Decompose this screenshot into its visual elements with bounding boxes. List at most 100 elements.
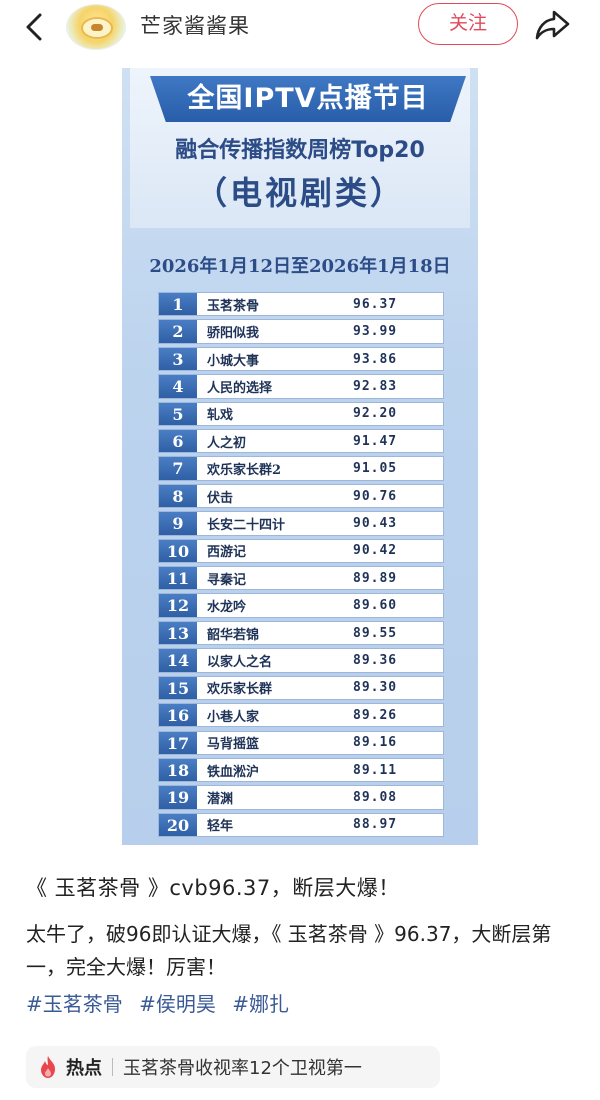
rank-number: 1 xyxy=(159,293,197,316)
rank-row: 16 小巷人家 89.26 xyxy=(158,703,444,728)
rank-score: 92.20 xyxy=(353,406,398,422)
rank-score: 89.26 xyxy=(353,707,398,723)
rank-row: 20 轻年 88.97 xyxy=(158,812,444,838)
back-button[interactable] xyxy=(18,10,52,44)
rank-number: 8 xyxy=(159,484,197,508)
rank-title: 人之初 xyxy=(207,435,247,451)
share-button[interactable] xyxy=(534,8,572,42)
rank-title: 轻年 xyxy=(207,819,234,835)
rank-row: 14 以家人之名 89.36 xyxy=(158,648,444,673)
poster-header-panel: 全国IPTV点播节目 xyxy=(130,68,470,228)
post-body: 太牛了，破96即认证大爆，《 玉茗茶骨 》96.37，大断层第一，完全大爆！厉害… xyxy=(26,922,552,979)
author-name[interactable]: 芒家酱酱果 xyxy=(140,14,250,38)
rank-row: 8 伏击 90.76 xyxy=(158,483,444,509)
rank-number: 6 xyxy=(159,430,197,453)
hot-label: 热点 xyxy=(66,1058,102,1079)
rank-title: 伏击 xyxy=(207,490,234,506)
hashtag-link[interactable]: #玉茗茶骨 xyxy=(26,992,123,1016)
rank-score: 91.47 xyxy=(353,433,398,449)
rank-score: 89.36 xyxy=(353,652,398,668)
rank-title: 轧戏 xyxy=(207,408,234,424)
rank-row: 6 人之初 91.47 xyxy=(158,429,444,454)
rank-number: 16 xyxy=(159,704,197,727)
hashtag-link[interactable]: #娜扎 xyxy=(232,992,290,1016)
rank-score: 89.89 xyxy=(353,570,398,586)
hot-topic-text: 玉茗茶骨收视率12个卫视第一 xyxy=(123,1058,362,1079)
rank-row: 9 长安二十四计 90.43 xyxy=(158,511,444,536)
rank-title: 小巷人家 xyxy=(207,709,260,725)
rank-row: 1 玉茗茶骨 96.37 xyxy=(158,292,444,317)
rank-score: 88.97 xyxy=(353,817,398,833)
poster-banner: 全国IPTV点播节目 xyxy=(150,76,466,122)
rank-number: 18 xyxy=(159,758,197,782)
top-bar: 芒家酱酱果 关注 xyxy=(0,0,600,62)
poster-category: （电视剧类） xyxy=(194,174,405,212)
rank-row: 12 水龙吟 89.60 xyxy=(158,593,444,618)
rank-number: 10 xyxy=(159,539,197,563)
rank-title: 马背摇篮 xyxy=(207,737,260,753)
rank-title: 寻秦记 xyxy=(207,572,247,588)
rank-number: 7 xyxy=(159,457,197,480)
rank-score: 91.05 xyxy=(353,461,398,477)
rank-score: 89.30 xyxy=(353,680,398,696)
rank-number: 5 xyxy=(159,402,197,426)
rank-row: 2 骄阳似我 93.99 xyxy=(158,319,444,344)
follow-button[interactable]: 关注 xyxy=(418,3,518,45)
rank-number: 2 xyxy=(159,320,197,343)
chevron-left-icon xyxy=(26,13,42,41)
rank-title: 玉茗茶骨 xyxy=(207,298,260,314)
share-arrow-icon xyxy=(535,10,570,40)
rank-title: 铁血淞沪 xyxy=(207,764,260,780)
rank-number: 14 xyxy=(159,649,197,672)
rank-title: 骄阳似我 xyxy=(207,326,260,342)
rank-number: 12 xyxy=(159,594,197,617)
hashtag-list: #玉茗茶骨 #侯明昊 #娜扎 xyxy=(26,988,299,1017)
poster-date-range: 2026年1月12日至2026年1月18日 xyxy=(149,256,451,277)
rank-score: 93.86 xyxy=(353,351,398,367)
rank-number: 19 xyxy=(159,786,197,809)
rank-score: 93.99 xyxy=(353,324,398,340)
rank-row: 15 欢乐家长群 89.30 xyxy=(158,675,444,701)
rank-row: 13 韶华若锦 89.55 xyxy=(158,620,444,646)
avatar-logo-dot xyxy=(91,24,103,31)
rank-title: 韶华若锦 xyxy=(207,627,260,643)
rank-number: 17 xyxy=(159,731,197,754)
rank-score: 96.37 xyxy=(353,296,398,312)
separator xyxy=(112,1058,113,1076)
rank-score: 89.55 xyxy=(353,625,398,641)
rank-row: 4 人民的选择 92.83 xyxy=(158,374,444,399)
rank-title: 欢乐家长群2 xyxy=(207,463,282,479)
rank-row: 7 欢乐家长群2 91.05 xyxy=(158,456,444,481)
rank-row: 5 轧戏 92.20 xyxy=(158,401,444,427)
rank-score: 89.16 xyxy=(353,735,398,751)
rank-score: 90.76 xyxy=(353,488,398,504)
rank-score: 92.83 xyxy=(353,378,398,394)
rank-score: 90.42 xyxy=(353,543,398,559)
rank-number: 9 xyxy=(159,512,197,535)
fire-icon xyxy=(41,1056,55,1078)
rank-score: 89.11 xyxy=(353,762,398,778)
avatar[interactable] xyxy=(66,4,126,50)
ranking-poster-image[interactable]: 全国IPTV点播节目 融合传播指数周榜Top20 （电视剧类） 2026年1月1… xyxy=(122,68,478,845)
rank-title: 欢乐家长群 xyxy=(207,682,273,698)
rank-number: 3 xyxy=(159,347,197,371)
rank-row: 18 铁血淞沪 89.11 xyxy=(158,757,444,783)
rank-row: 11 寻秦记 89.89 xyxy=(158,566,444,591)
rank-title: 以家人之名 xyxy=(207,654,273,670)
rank-title: 西游记 xyxy=(207,545,247,561)
hashtag-link[interactable]: #侯明昊 xyxy=(139,992,216,1016)
rank-row: 10 西游记 90.42 xyxy=(158,538,444,564)
rank-number: 20 xyxy=(159,813,197,837)
rank-title: 人民的选择 xyxy=(207,380,273,396)
post-title: 《 玉茗茶骨 》cvb96.37，断层大爆！ xyxy=(26,876,400,900)
rank-list: 1 玉茗茶骨 96.37 2 骄阳似我 93.99 3 小城大事 93.86 4 人民的选择 92.8… xyxy=(158,292,444,840)
rank-title: 潜渊 xyxy=(207,792,234,807)
rank-number: 15 xyxy=(159,676,197,700)
rank-title: 小城大事 xyxy=(207,353,260,369)
rank-title: 长安二十四计 xyxy=(207,517,286,533)
rank-score: 89.60 xyxy=(353,598,398,614)
rank-row: 19 潜渊 89.08 xyxy=(158,785,444,810)
rank-score: 89.08 xyxy=(353,790,398,805)
hot-topic-pill[interactable]: 热点 玉茗茶骨收视率12个卫视第一 xyxy=(26,1046,440,1088)
rank-number: 4 xyxy=(159,375,197,398)
